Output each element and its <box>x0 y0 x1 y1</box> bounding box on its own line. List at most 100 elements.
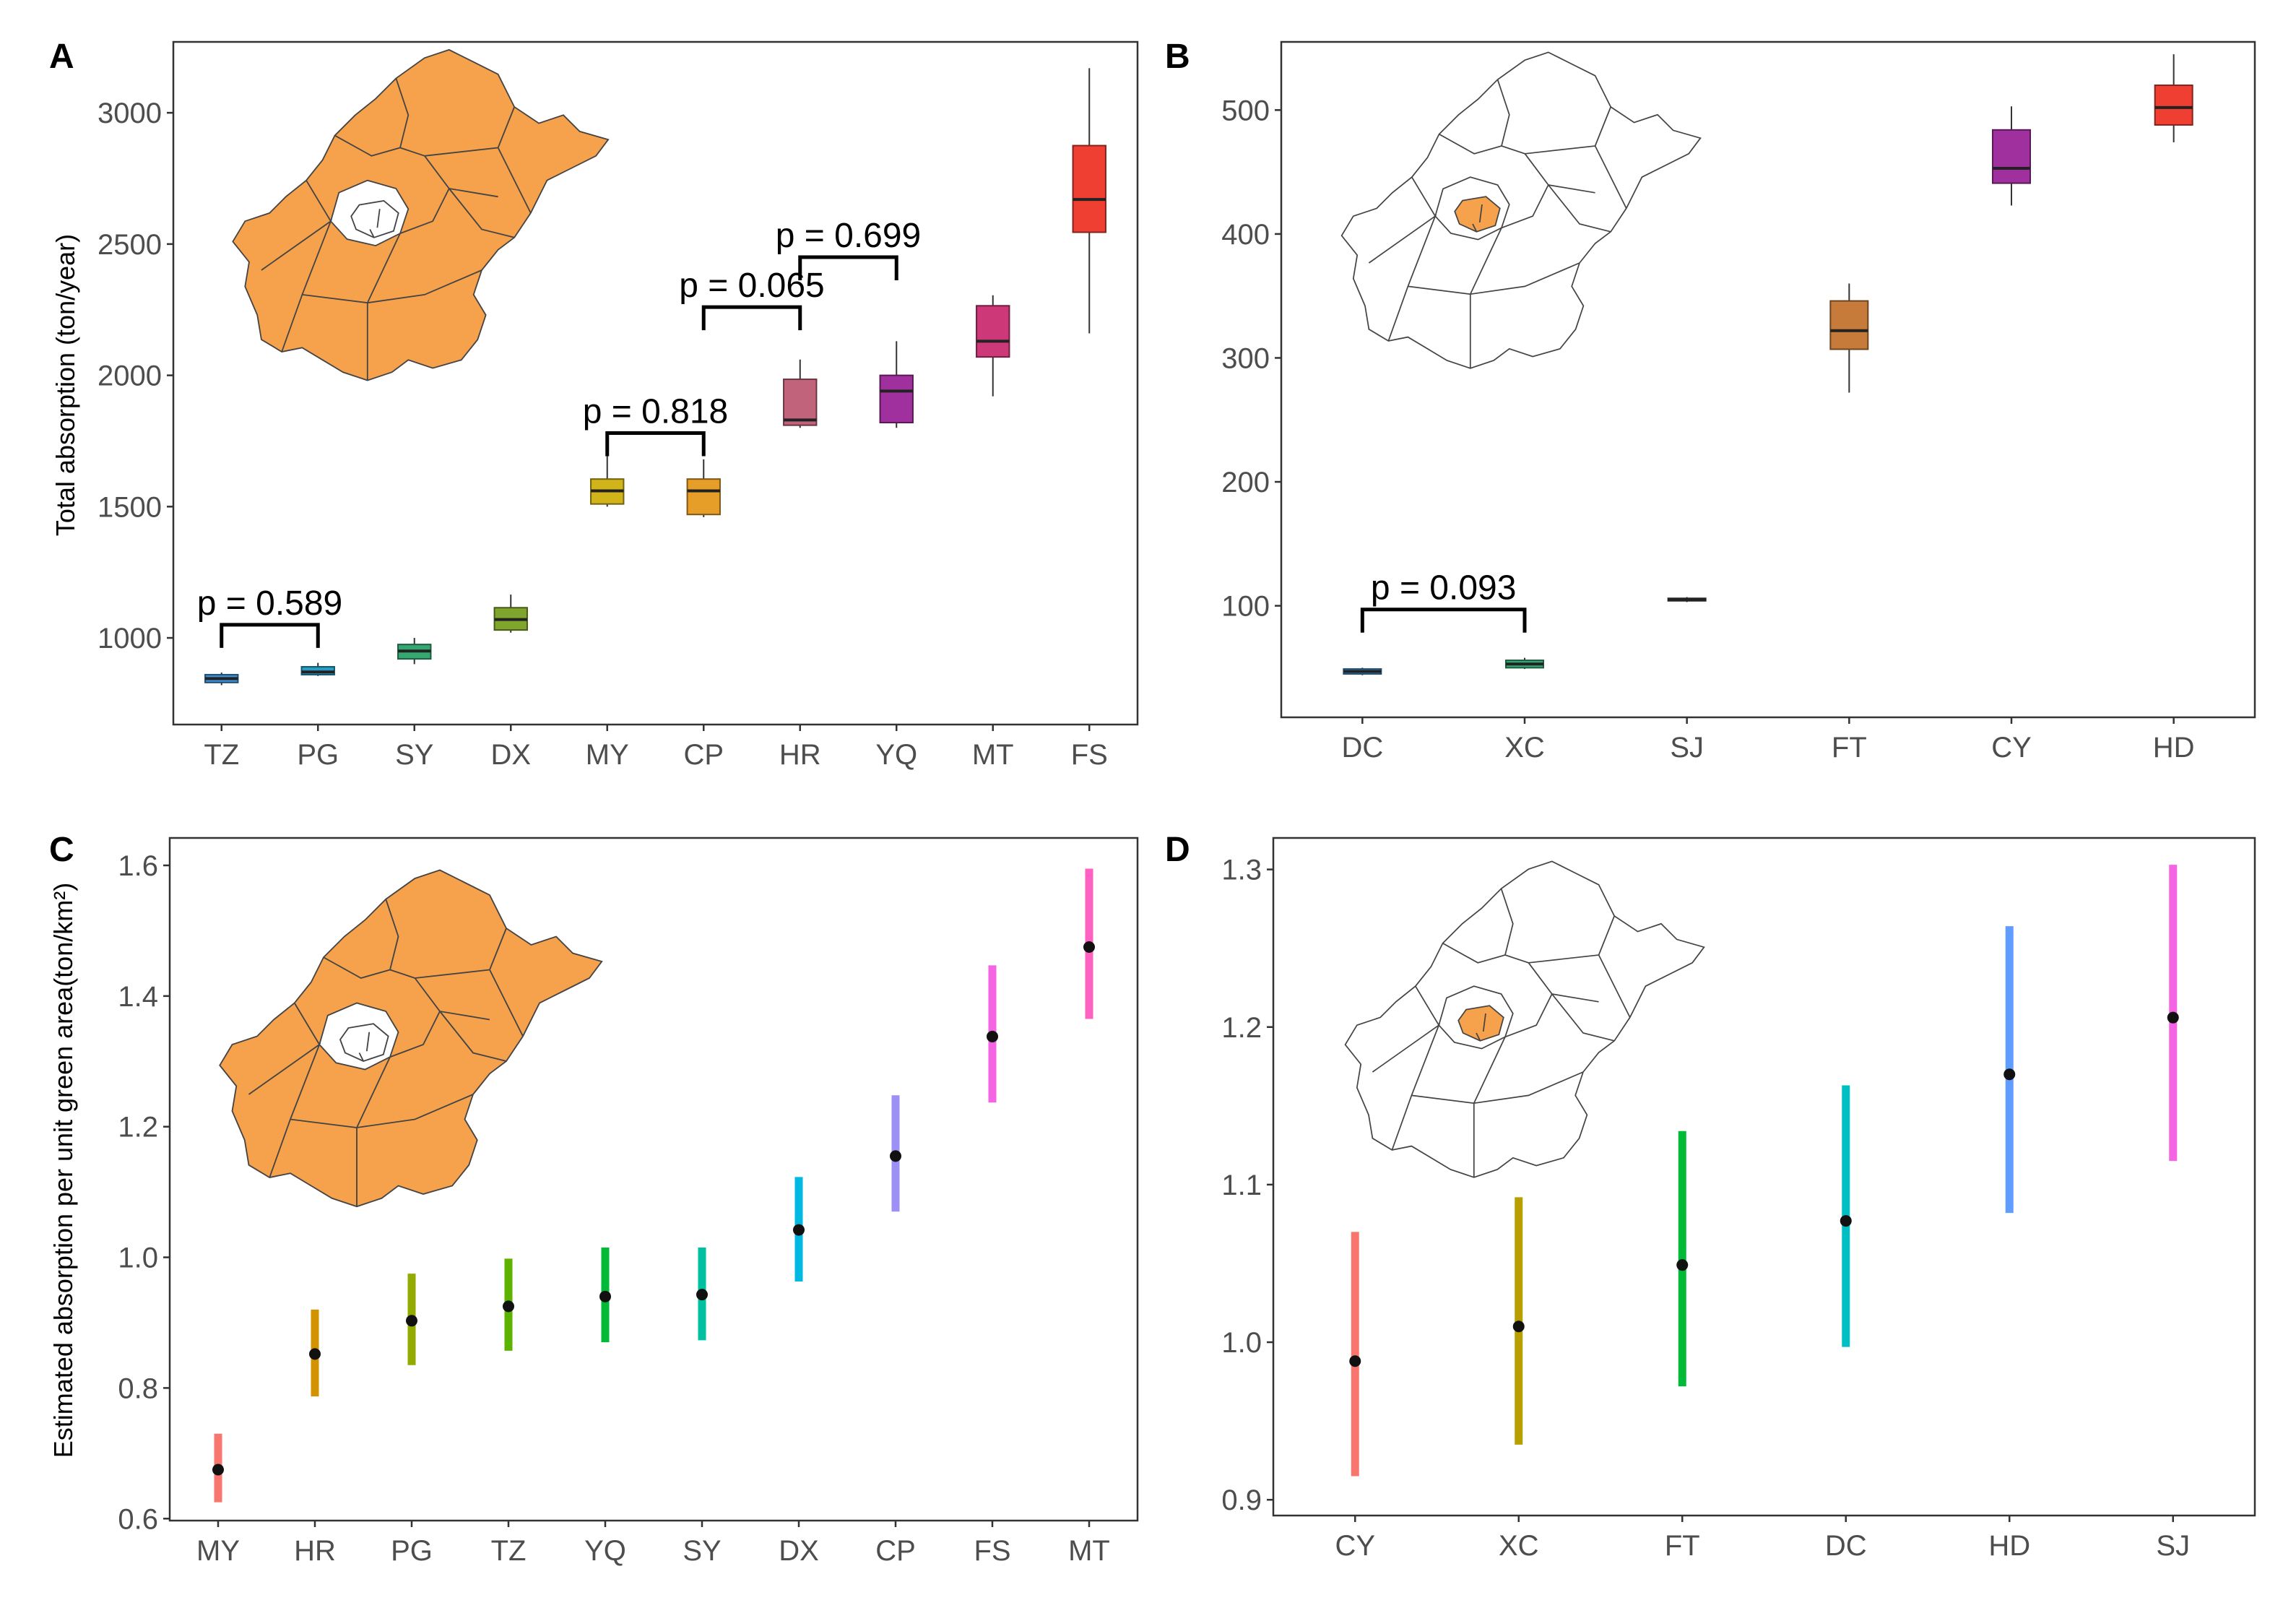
p-value-label: p = 0.065 <box>679 267 825 305</box>
estimate-point <box>696 1289 708 1301</box>
pointrange-tz <box>503 1258 514 1351</box>
estimate-point <box>406 1315 417 1327</box>
plot-frame <box>1280 40 2256 719</box>
pointrange-pg <box>406 1274 417 1365</box>
panel-label: D <box>1165 831 1190 869</box>
bracket-line <box>1360 608 1527 633</box>
box-fs <box>1072 68 1106 334</box>
x-tick-label: MT <box>1068 1535 1110 1567</box>
x-tick-label: SJ <box>2156 1530 2190 1562</box>
y-tick-label: 1.2 <box>1221 1012 1262 1044</box>
box-iqr <box>976 305 1010 358</box>
x-tick-label: CY <box>1335 1530 1375 1562</box>
box-ft <box>1829 283 1869 393</box>
estimate-point <box>1512 1320 1525 1333</box>
x-tick-label: YQ <box>875 739 917 771</box>
y-tick-label: 100 <box>1221 591 1270 623</box>
pointrange-ft <box>1676 1131 1689 1387</box>
bracket-line <box>701 305 802 331</box>
box-cy <box>1992 106 2031 206</box>
box-iqr <box>1992 129 2031 184</box>
beijing-map-inset <box>1344 860 1705 1178</box>
pointrange-my <box>212 1433 224 1503</box>
estimate-point <box>2003 1068 2016 1081</box>
pointrange-sj <box>2167 865 2179 1162</box>
x-tick-label: SJ <box>1670 732 1704 764</box>
bracket-line <box>798 255 898 281</box>
y-tick-label: 0.8 <box>118 1373 158 1404</box>
box-yq <box>879 341 914 428</box>
plot-frame <box>172 40 1139 726</box>
x-tick-label: HR <box>294 1535 336 1567</box>
y-tick-label: 1.0 <box>1221 1327 1262 1359</box>
box-dc <box>1343 667 1382 675</box>
box-dx <box>493 595 528 633</box>
p-value-label: p = 0.589 <box>197 584 343 623</box>
estimate-point <box>1349 1355 1361 1367</box>
box-iqr <box>686 478 721 516</box>
estimate-point <box>2167 1011 2179 1024</box>
x-tick-label: SY <box>683 1535 721 1567</box>
box-my <box>590 452 625 507</box>
comparison-bracket: p = 0.589 <box>197 584 343 648</box>
plot-frame <box>1272 837 2256 1517</box>
pointrange-cy <box>1349 1232 1361 1477</box>
x-tick-label: FT <box>1832 732 1867 764</box>
pointrange-dx <box>793 1177 805 1282</box>
y-tick-label: 0.6 <box>118 1503 158 1535</box>
y-tick-label: 2500 <box>98 229 162 261</box>
y-tick-label: 500 <box>1221 95 1270 126</box>
x-tick-label: HD <box>2153 732 2195 764</box>
y-tick-label: 1.6 <box>118 850 158 882</box>
x-tick-label: CY <box>1991 732 2032 764</box>
plot-frame <box>168 837 1139 1522</box>
y-tick-label: 1.0 <box>118 1242 158 1274</box>
comparison-bracket: p = 0.093 <box>1360 569 1527 633</box>
pointrange-cp <box>890 1095 901 1212</box>
panel-a: A Total absorption (ton/year) 1000 1500 20… <box>49 38 1139 771</box>
pointrange-hd <box>2003 926 2016 1214</box>
y-tick-label: 400 <box>1221 219 1270 251</box>
panel-d: D 0.9 1.0 1.1 1.2 1.3 CY XC FT DC HD SJ <box>1165 831 2256 1562</box>
y-tick-label: 1.3 <box>1221 855 1262 886</box>
x-tick-label: MT <box>972 739 1014 771</box>
panel-c: C Estimated absorption per unit green ar… <box>48 831 1139 1567</box>
x-tick-label: YQ <box>584 1535 626 1567</box>
panel-label: A <box>49 38 74 76</box>
box-iqr <box>1829 300 1869 350</box>
x-tick-label: XC <box>1504 732 1545 764</box>
estimate-point <box>890 1150 901 1162</box>
estimate-point <box>309 1348 321 1360</box>
box-iqr <box>879 374 914 424</box>
pointrange-yq <box>599 1248 611 1343</box>
panel-b: B 100 200 300 400 500 DC XC SJ FT CY HD p = 0.093 <box>1165 38 2256 764</box>
box-tz <box>204 673 239 686</box>
pointrange-xc <box>1512 1197 1525 1445</box>
y-tick-label: 1.2 <box>118 1112 158 1144</box>
y-tick-label: 1500 <box>98 491 162 523</box>
x-tick-label: HD <box>1988 1530 2030 1562</box>
y-axis-label: Estimated absorption per unit green area… <box>48 883 78 1458</box>
box-sj <box>1667 597 1707 602</box>
x-tick-label: FS <box>974 1535 1010 1567</box>
pointrange-fs <box>987 965 998 1103</box>
beijing-map-inset <box>219 869 603 1208</box>
x-tick-label: PG <box>297 739 339 771</box>
estimate-point <box>212 1464 224 1476</box>
box-iqr <box>783 379 818 426</box>
box-mt <box>976 295 1010 397</box>
box-iqr <box>2154 85 2193 126</box>
x-tick-label: DC <box>1825 1530 1867 1562</box>
x-tick-label: DX <box>779 1535 819 1567</box>
y-tick-label: 300 <box>1221 342 1270 374</box>
pointrange-dc <box>1840 1085 1852 1347</box>
beijing-map-inset <box>1340 51 1702 369</box>
y-tick-label: 1.1 <box>1221 1170 1262 1201</box>
p-value-label: p = 0.818 <box>583 393 729 431</box>
x-tick-label: XC <box>1499 1530 1539 1562</box>
x-tick-label: TZ <box>491 1535 527 1567</box>
estimate-point <box>1083 941 1095 954</box>
estimate-point <box>1840 1215 1852 1227</box>
x-tick-label: HR <box>779 739 821 771</box>
comparison-bracket: p = 0.065 <box>679 267 825 331</box>
